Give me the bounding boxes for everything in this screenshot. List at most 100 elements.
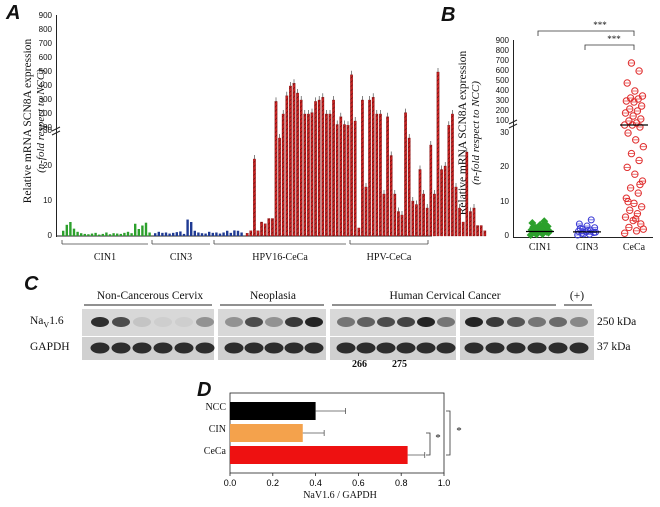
- point-ceca: [639, 225, 648, 233]
- point-cin1: [529, 223, 538, 232]
- bar-ceca: [350, 74, 353, 237]
- band-gapdh: [304, 342, 324, 354]
- point-ceca: [632, 215, 640, 223]
- point-cin1: [541, 219, 550, 228]
- bar-ceca: [256, 230, 260, 237]
- point-ceca: [638, 92, 647, 100]
- panel-label-d: D: [197, 379, 212, 401]
- band-gapdh: [111, 342, 131, 354]
- panel-d-xtick-label: 0.4: [309, 478, 322, 488]
- band-nav16: [507, 317, 525, 327]
- bar-cin3: [240, 232, 243, 236]
- bar-cin1: [126, 231, 130, 236]
- bar-ceca: [476, 225, 479, 237]
- category-label-cin3: CIN3: [575, 242, 599, 253]
- bar-cin3: [168, 233, 171, 236]
- bar-ceca: [436, 71, 440, 237]
- panel-a-yaxis: [56, 15, 57, 237]
- bar-ceca: [454, 186, 458, 237]
- bar-cin1: [119, 233, 122, 236]
- bar-ceca: [271, 218, 274, 237]
- bar-cin1: [105, 232, 108, 236]
- point-ceca: [620, 229, 629, 237]
- header-human-cervical-cancer: Human Cervical Cancer: [389, 290, 501, 302]
- row-label-nav16: NaV1.6: [30, 315, 64, 329]
- bar-ceca: [346, 125, 350, 237]
- panel-d-xtick-label: 1.0: [438, 478, 451, 488]
- panel-label-a: A: [6, 2, 21, 24]
- point-ceca: [631, 87, 639, 95]
- band-nav16: [285, 317, 303, 327]
- bar-ceca: [440, 169, 443, 237]
- bar-cin1: [123, 232, 126, 236]
- bar-ceca: [375, 113, 379, 237]
- bar-cin3: [172, 232, 175, 236]
- band-nav16: [417, 317, 435, 327]
- size-37kda: 37 kDa: [597, 341, 631, 353]
- group-label-hpv16-ceca: HPV16-CeCa: [252, 252, 308, 263]
- point-ceca: [627, 59, 636, 67]
- bar-cin1: [65, 224, 68, 236]
- bar-cin3: [229, 232, 232, 236]
- bar-ceca: [429, 144, 433, 237]
- band-nav16: [570, 317, 588, 327]
- point-ceca: [621, 109, 630, 117]
- point-ceca: [626, 184, 635, 192]
- panel-b-ytick: 700: [495, 56, 509, 65]
- point-ceca: [626, 105, 634, 113]
- axis-break: [51, 126, 61, 132]
- panel-a-ytick: 400: [38, 81, 52, 90]
- bar-ceca: [404, 112, 407, 237]
- panel-d-xtick-label: 0.6: [352, 478, 365, 488]
- bar-cin3: [164, 232, 168, 236]
- panel-b-ytick: 200: [495, 106, 509, 115]
- bar-ceca: [267, 218, 271, 237]
- bar-cin3: [182, 233, 186, 236]
- bar-ceca: [292, 83, 296, 237]
- bar-ceca: [386, 116, 389, 237]
- band-gapdh: [195, 342, 215, 354]
- bar-ceca: [411, 200, 415, 237]
- panel-b-xaxis: [513, 237, 653, 238]
- bar-cin3: [208, 231, 211, 236]
- bar-ceca: [281, 113, 285, 237]
- bar-ceca: [458, 207, 461, 237]
- point-ceca: [635, 67, 643, 75]
- panel-label-b: B: [441, 4, 456, 26]
- point-ceca: [633, 107, 642, 115]
- bar-ceca: [296, 92, 299, 237]
- category-label-ncc: NCC: [205, 402, 226, 413]
- bar-ceca: [307, 113, 310, 237]
- band-gapdh: [224, 342, 244, 354]
- bar-cin3: [193, 230, 196, 236]
- band-gapdh: [416, 342, 436, 354]
- band-nav16: [549, 317, 567, 327]
- axis-break: [508, 123, 518, 129]
- panel-b-ytick: 600: [495, 66, 509, 75]
- panel-b-ytick: 500: [495, 76, 509, 85]
- point-ceca: [632, 136, 640, 144]
- point-ceca: [626, 206, 634, 214]
- point-ceca: [637, 203, 646, 211]
- band-gapdh: [153, 342, 173, 354]
- bar-ceca: [364, 186, 368, 237]
- lane-275: 275: [392, 359, 407, 370]
- band-nav16: [112, 317, 130, 327]
- bar-cin1: [69, 222, 72, 236]
- point-ceca: [635, 156, 643, 165]
- bar-cin3: [236, 230, 240, 236]
- point-ceca: [624, 129, 632, 137]
- panel-d-xtick-label: 0.8: [395, 478, 408, 488]
- band-gapdh: [356, 342, 376, 354]
- bar-cin1: [94, 232, 97, 236]
- bar-ceca: [285, 95, 289, 237]
- band-nav16: [437, 317, 455, 327]
- bar-ceca: [361, 99, 364, 237]
- panel-b-ytick: 30: [500, 128, 509, 137]
- bar-cin1: [87, 234, 90, 236]
- bar-cin1: [144, 222, 148, 236]
- panel-b-ytick: 10: [500, 196, 509, 206]
- point-ceca: [621, 213, 630, 221]
- bar-cin3: [233, 230, 236, 236]
